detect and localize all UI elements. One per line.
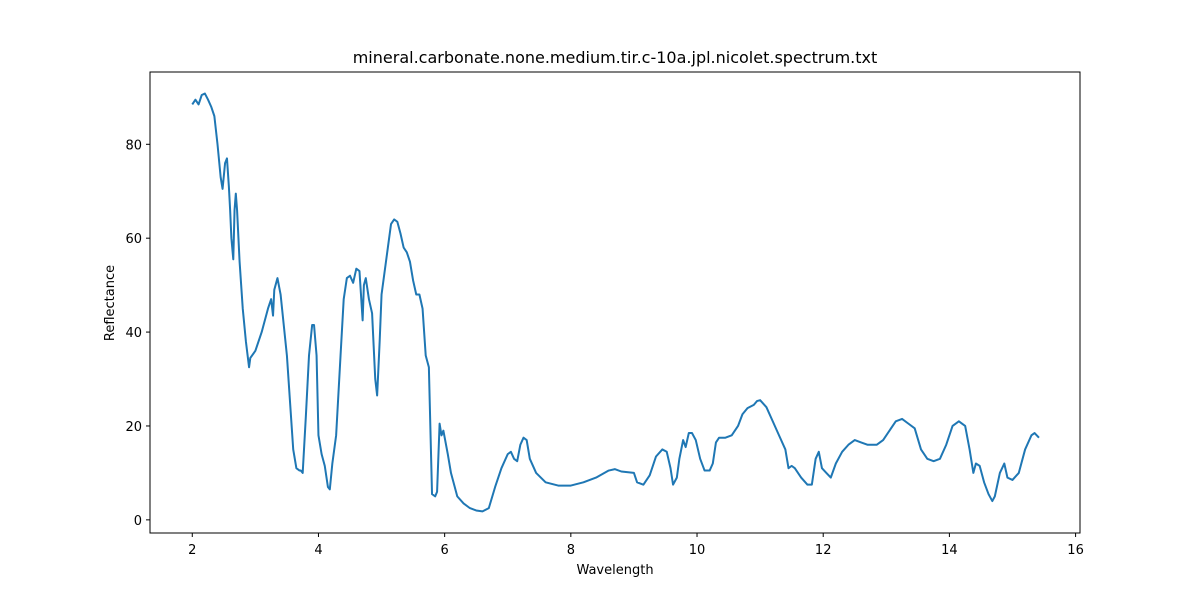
- y-tick-label: 80: [125, 138, 142, 153]
- x-tick-label: 14: [941, 543, 958, 558]
- y-tick-label: 20: [125, 420, 142, 435]
- y-tick-label: 60: [125, 232, 142, 247]
- line: [191, 92, 1040, 513]
- plot-frame: [149, 71, 1081, 534]
- x-tick-label: 6: [441, 543, 449, 558]
- y-tick-label: 40: [125, 326, 142, 341]
- y-tick-label: 0: [134, 514, 142, 529]
- x-tick-label: 16: [1067, 543, 1084, 558]
- x-tick-label: 8: [567, 543, 575, 558]
- x-tick-label: 10: [689, 543, 706, 558]
- x-tick-label: 2: [188, 543, 196, 558]
- chart-title: mineral.carbonate.none.medium.tir.c-10a.…: [353, 48, 878, 67]
- x-tick-label: 4: [314, 543, 322, 558]
- x-axis-label: Wavelength: [576, 563, 653, 578]
- x-tick-label: 12: [815, 543, 832, 558]
- y-axis-label: Reflectance: [103, 265, 118, 341]
